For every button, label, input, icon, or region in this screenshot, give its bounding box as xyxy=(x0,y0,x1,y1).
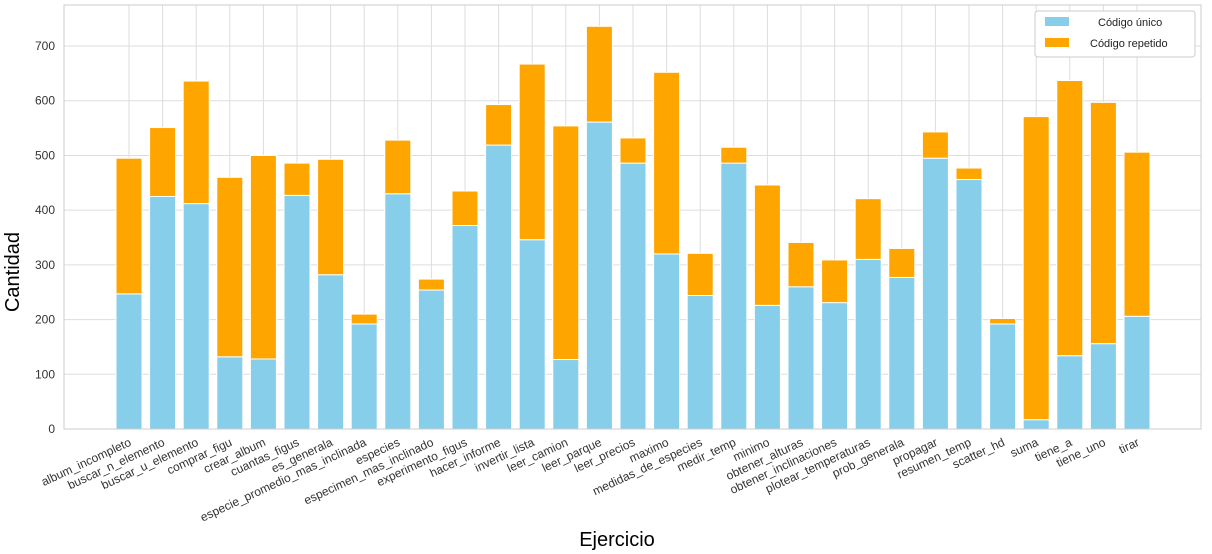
legend-label-unique: Código único xyxy=(1098,17,1162,29)
bars-group xyxy=(115,25,1151,430)
legend-box xyxy=(1034,10,1196,58)
bar-segment-repeated xyxy=(249,154,277,360)
bar-segment-unique xyxy=(787,286,815,430)
plot-frame xyxy=(63,4,1202,430)
bar-segment-unique xyxy=(653,253,681,430)
bar-segment-unique xyxy=(115,293,143,430)
x-axis-title: Ejercicio xyxy=(579,529,655,551)
bar-segment-repeated xyxy=(149,127,177,197)
bar-segment-unique xyxy=(518,239,546,430)
bar-segment-repeated xyxy=(451,190,479,226)
y-tick-label: 700 xyxy=(35,39,55,53)
bar-segment-repeated xyxy=(888,247,916,278)
bar-segment-unique xyxy=(1022,419,1050,430)
legend: Código único Código repetido xyxy=(1034,10,1196,58)
bar-segment-unique xyxy=(821,302,849,430)
bar-segment-unique xyxy=(720,162,748,430)
bar-segment-unique xyxy=(989,323,1017,430)
bar-segment-repeated xyxy=(182,80,210,205)
bar-segment-repeated xyxy=(921,131,949,159)
bar-segment-unique xyxy=(1089,343,1117,430)
legend-swatch-unique xyxy=(1045,17,1069,26)
bar-segment-repeated xyxy=(350,313,378,325)
bar-segment-repeated xyxy=(216,176,244,358)
legend-label-repeated: Código repetido xyxy=(1090,38,1168,50)
bar-segment-repeated xyxy=(821,259,849,304)
bar-segment-unique xyxy=(283,194,311,430)
bar-segment-repeated xyxy=(283,162,311,196)
bar-segment-unique xyxy=(350,323,378,430)
bar-segment-unique xyxy=(149,195,177,430)
bar-segment-unique xyxy=(182,203,210,430)
y-axis-title: Cantidad xyxy=(2,232,24,312)
bar-segment-repeated xyxy=(1123,151,1151,317)
bar-segment-unique xyxy=(249,358,277,430)
bar-segment-repeated xyxy=(417,278,445,291)
bar-segment-repeated xyxy=(518,63,546,241)
bar-segment-unique xyxy=(451,224,479,430)
bar-segment-repeated xyxy=(787,241,815,288)
y-tick-label: 0 xyxy=(48,422,55,436)
bar-segment-repeated xyxy=(485,104,513,146)
bar-segment-unique xyxy=(485,144,513,430)
bar-segment-unique xyxy=(854,258,882,430)
bar-segment-repeated xyxy=(1022,116,1050,421)
y-tick-label: 100 xyxy=(35,367,55,381)
bar-segment-unique xyxy=(317,274,345,430)
bar-segment-repeated xyxy=(317,158,345,276)
bar-segment-unique xyxy=(619,162,647,430)
y-tick-label: 400 xyxy=(35,203,55,217)
bar-segment-repeated xyxy=(384,139,412,195)
bar-segment-repeated xyxy=(989,317,1017,325)
y-tick-labels: 0 100 200 300 400 500 600 700 xyxy=(35,39,55,436)
bar-segment-repeated xyxy=(619,137,647,164)
bar-segment-repeated xyxy=(854,198,882,260)
y-tick-label: 500 xyxy=(35,148,55,162)
y-tick-label: 200 xyxy=(35,313,55,327)
bar-segment-repeated xyxy=(1056,79,1084,357)
bar-segment-unique xyxy=(955,179,983,430)
bar-segment-unique xyxy=(888,276,916,430)
legend-swatch-repeated xyxy=(1045,38,1069,47)
bar-segment-unique xyxy=(417,289,445,430)
bar-segment-unique xyxy=(585,121,613,430)
bar-segment-unique xyxy=(1056,355,1084,430)
bar-segment-unique xyxy=(1123,315,1151,430)
bar-segment-repeated xyxy=(653,71,681,255)
bar-segment-repeated xyxy=(585,25,613,123)
bar-segment-repeated xyxy=(1089,101,1117,345)
bar-segment-repeated xyxy=(753,184,781,306)
bar-segment-repeated xyxy=(686,252,714,297)
bar-segment-unique xyxy=(384,193,412,430)
bar-segment-unique xyxy=(216,356,244,430)
bar-segment-repeated xyxy=(720,146,748,164)
bar-segment-unique xyxy=(753,304,781,430)
bar-segment-repeated xyxy=(552,125,580,361)
bar-segment-unique xyxy=(686,295,714,430)
bar-segment-unique xyxy=(921,157,949,430)
y-tick-label: 300 xyxy=(35,258,55,272)
bar-segment-repeated xyxy=(115,157,143,295)
bar-segment-unique xyxy=(552,359,580,430)
bar-segment-repeated xyxy=(955,167,983,181)
y-tick-label: 600 xyxy=(35,94,55,108)
